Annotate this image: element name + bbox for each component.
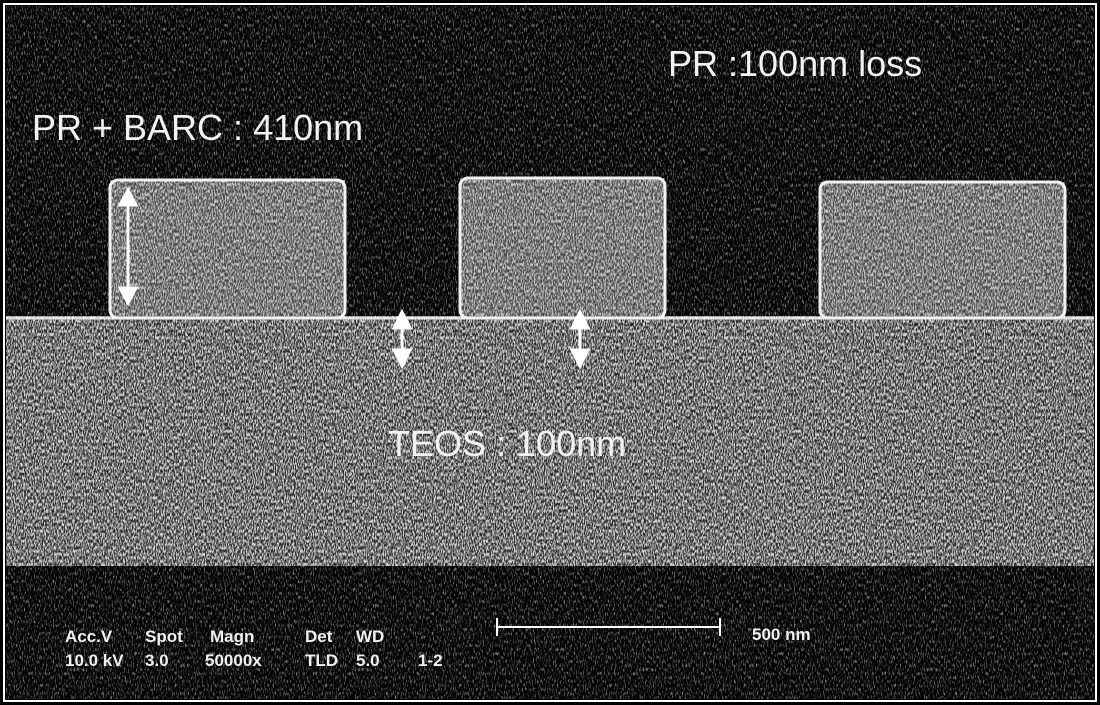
info-header: Magn (210, 627, 254, 646)
info-value: 10.0 kV (65, 651, 124, 670)
info-value: 3.0 (145, 651, 169, 670)
info-value: TLD (305, 651, 338, 670)
info-header: Det (305, 627, 333, 646)
resist-texture (820, 182, 1065, 318)
scale-label: 500 nm (752, 625, 811, 644)
info-bar: 500 nm Acc.V Spot Magn Det WD 10.0 kV 3.0 50000… (65, 618, 811, 670)
info-value: 50000x (205, 651, 262, 670)
info-header: WD (356, 627, 384, 646)
arrows (117, 186, 591, 370)
label-loss: PR :100nm loss (668, 43, 922, 84)
info-header: Acc.V (65, 627, 113, 646)
teos-texture (6, 316, 1094, 566)
info-header: Spot (145, 627, 183, 646)
resist-texture (460, 178, 665, 318)
label-teos: TEOS : 100nm (388, 423, 626, 464)
resist-blocks (108, 176, 1067, 320)
label-thickness: PR + BARC : 410nm (32, 107, 363, 148)
info-value: 1-2 (418, 651, 443, 670)
info-value: 5.0 (356, 651, 380, 670)
resist-texture (110, 180, 345, 318)
